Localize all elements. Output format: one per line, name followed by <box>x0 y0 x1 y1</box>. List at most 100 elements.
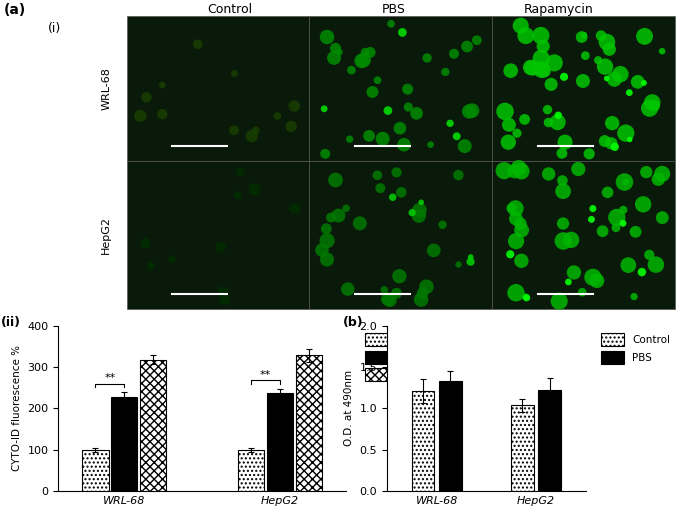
Point <box>247 132 258 140</box>
Point <box>379 286 390 294</box>
Point <box>621 129 632 137</box>
Point <box>577 288 588 296</box>
Point <box>586 215 597 223</box>
Bar <box>266 393 293 491</box>
Point <box>466 107 477 115</box>
Point <box>334 48 345 56</box>
Point <box>403 103 414 111</box>
Point <box>543 118 554 127</box>
Legend: Control, PBS: Control, PBS <box>599 331 672 366</box>
Point <box>587 204 598 212</box>
Point <box>536 54 547 63</box>
Point <box>657 214 668 222</box>
Text: PBS: PBS <box>382 3 406 16</box>
Point <box>329 54 340 62</box>
Text: (a): (a) <box>3 3 25 17</box>
Point <box>557 176 568 185</box>
Bar <box>439 381 462 491</box>
Point <box>638 200 649 208</box>
Point <box>538 67 549 75</box>
Point <box>471 36 482 44</box>
Point <box>330 176 341 184</box>
Point <box>387 193 398 202</box>
Point <box>382 295 393 303</box>
Point <box>437 221 448 229</box>
Legend: Control, PBS, Rapamycin: Control, PBS, Rapamycin <box>362 331 456 384</box>
Text: (ii): (ii) <box>1 316 21 329</box>
Point <box>320 149 331 158</box>
Point <box>639 32 650 40</box>
Point <box>611 214 622 222</box>
Point <box>316 246 327 254</box>
Point <box>157 81 168 89</box>
Point <box>509 167 520 175</box>
Point <box>649 102 660 110</box>
Point <box>319 104 329 113</box>
Point <box>421 54 432 62</box>
Point <box>166 255 177 263</box>
Point <box>272 112 283 120</box>
Point <box>391 289 402 297</box>
Point <box>453 171 464 179</box>
Point <box>372 171 383 179</box>
Point <box>358 56 369 64</box>
Point <box>372 76 383 84</box>
Point <box>289 102 300 110</box>
Point <box>553 297 564 305</box>
Point <box>519 115 530 124</box>
Point <box>421 283 432 291</box>
Point <box>556 149 567 158</box>
Point <box>505 250 516 258</box>
Bar <box>412 391 434 491</box>
Point <box>621 178 632 186</box>
Point <box>515 220 526 228</box>
Point <box>591 277 602 285</box>
Point <box>396 188 407 196</box>
Point <box>321 255 332 264</box>
Point <box>587 273 598 281</box>
Point <box>413 211 424 220</box>
Point <box>546 80 557 88</box>
Point <box>558 219 569 227</box>
Point <box>569 268 580 277</box>
Point <box>607 119 618 127</box>
Point <box>360 48 371 56</box>
Point <box>609 143 620 151</box>
Bar <box>492 161 675 309</box>
Point <box>440 68 451 76</box>
Point <box>647 98 658 107</box>
Point <box>566 236 577 244</box>
Point <box>584 150 595 158</box>
Point <box>534 64 545 72</box>
Point <box>384 296 395 305</box>
Point <box>510 204 521 212</box>
Point <box>250 126 261 134</box>
Point <box>516 226 527 234</box>
Bar <box>295 356 322 491</box>
Point <box>218 288 229 296</box>
Point <box>597 227 608 235</box>
Point <box>516 256 527 265</box>
Point <box>512 129 523 138</box>
Point <box>558 237 569 245</box>
Point <box>377 134 388 143</box>
Point <box>521 294 532 302</box>
Point <box>145 262 156 270</box>
Point <box>578 31 589 39</box>
Bar <box>538 390 561 491</box>
Point <box>416 198 427 206</box>
Point <box>325 214 336 222</box>
Point <box>417 289 428 297</box>
Point <box>596 32 607 40</box>
Bar <box>82 450 109 491</box>
Bar <box>238 450 264 491</box>
Point <box>618 206 629 214</box>
Point <box>602 188 613 196</box>
Point <box>235 168 246 176</box>
Point <box>510 215 521 223</box>
Point <box>543 170 554 178</box>
Point <box>623 261 634 269</box>
Point <box>411 109 422 117</box>
Point <box>563 278 574 286</box>
Point <box>340 204 351 212</box>
